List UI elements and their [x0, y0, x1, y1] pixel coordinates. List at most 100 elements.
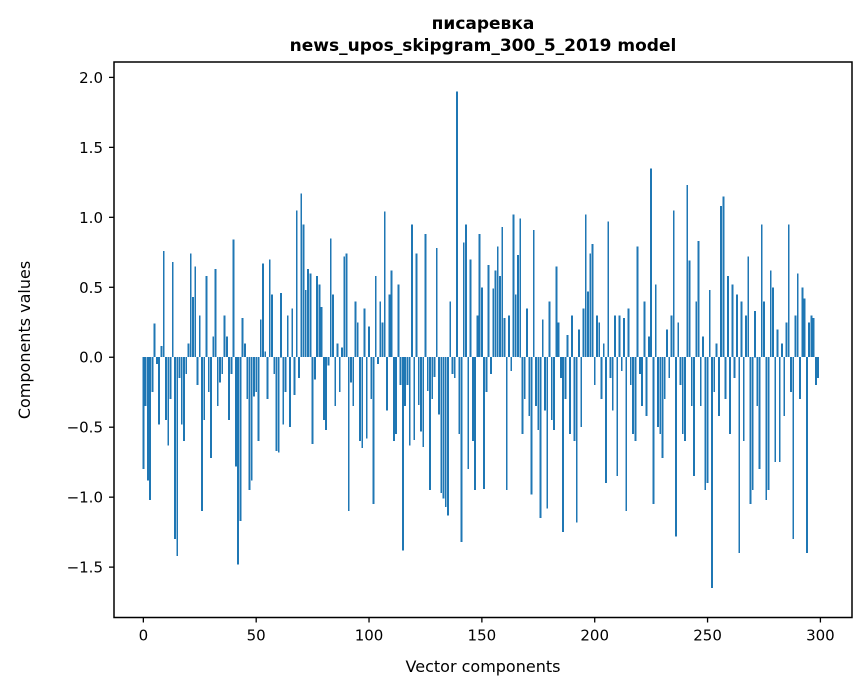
- bar-component-15: [176, 357, 179, 556]
- bar-component-100: [368, 326, 370, 358]
- bar-component-236: [675, 357, 677, 537]
- bar-component-2: [146, 357, 149, 481]
- bar-component-86: [336, 343, 339, 358]
- bar-component-239: [681, 357, 684, 435]
- bar-component-61: [280, 292, 282, 358]
- bar-component-43: [239, 357, 242, 521]
- bar-component-71: [302, 224, 305, 358]
- bar-component-257: [722, 196, 725, 358]
- bar-component-137: [451, 357, 454, 375]
- bar-component-283: [781, 343, 783, 358]
- bar-component-297: [812, 318, 815, 358]
- bar-component-45: [244, 343, 246, 358]
- bar-component-179: [546, 357, 549, 509]
- bar-component-251: [708, 290, 711, 358]
- bar-component-182: [553, 357, 555, 430]
- bar-component-12: [169, 357, 172, 400]
- bar-component-187: [564, 357, 567, 400]
- bar-component-294: [805, 357, 808, 554]
- bar-component-93: [352, 357, 355, 407]
- bar-component-32: [214, 269, 217, 358]
- bar-component-19: [185, 357, 188, 375]
- y-tick-label: −1.5: [67, 559, 103, 577]
- bar-component-119: [411, 224, 413, 358]
- bar-component-92: [350, 357, 352, 383]
- bar-component-1: [144, 357, 147, 407]
- bar-component-109: [388, 294, 391, 358]
- bar-component-203: [600, 357, 603, 400]
- bar-component-104: [377, 357, 379, 365]
- bar-component-56: [268, 259, 271, 358]
- bar-component-205: [605, 357, 607, 484]
- bar-component-31: [212, 336, 215, 358]
- bar-component-6: [155, 357, 158, 365]
- bar-component-25: [198, 315, 201, 358]
- bar-component-83: [329, 238, 332, 358]
- bar-component-260: [729, 357, 732, 435]
- bar-component-22: [192, 297, 194, 358]
- bar-component-288: [792, 357, 795, 540]
- bar-component-233: [668, 357, 671, 379]
- bar-component-120: [413, 357, 416, 440]
- bar-component-261: [731, 284, 734, 358]
- bar-component-90: [345, 253, 348, 358]
- bar-component-59: [275, 357, 278, 451]
- bar-component-67: [293, 357, 296, 396]
- bar-component-194: [580, 357, 583, 428]
- bar-component-210: [616, 357, 619, 477]
- bar-component-169: [523, 357, 526, 400]
- bar-component-167: [519, 218, 522, 358]
- bar-component-48: [250, 357, 253, 481]
- bar-component-26: [201, 357, 203, 512]
- bar-component-244: [693, 357, 695, 477]
- bar-component-60: [277, 357, 280, 453]
- bar-component-193: [578, 329, 580, 358]
- bar-component-166: [517, 255, 519, 358]
- bar-component-222: [643, 301, 646, 358]
- bar-component-10: [165, 357, 167, 421]
- bar-component-264: [738, 357, 741, 554]
- bar-component-39: [230, 357, 233, 375]
- bar-component-9: [162, 250, 165, 358]
- bar-component-262: [733, 357, 736, 379]
- bar-component-252: [711, 357, 713, 589]
- bar-component-54: [264, 351, 267, 358]
- bar-component-161: [505, 357, 508, 491]
- bar-component-87: [338, 357, 341, 393]
- bar-component-131: [438, 357, 440, 415]
- bar-component-201: [596, 315, 598, 358]
- bar-component-153: [487, 264, 490, 358]
- bar-component-184: [557, 322, 560, 358]
- bar-component-62: [282, 357, 285, 425]
- bar-component-220: [638, 357, 641, 375]
- bar-component-241: [686, 185, 689, 358]
- bar-component-138: [453, 357, 456, 379]
- bar-component-188: [566, 334, 569, 358]
- bar-component-185: [559, 357, 562, 379]
- bar-component-128: [431, 357, 434, 400]
- bar-component-265: [740, 301, 743, 358]
- bar-component-200: [593, 357, 596, 386]
- bar-component-152: [485, 357, 488, 393]
- bar-component-46: [246, 357, 249, 400]
- bar-component-287: [790, 357, 792, 393]
- ticks-group: 0 50 100 150 200 250 300 2.0 1.5 1.0 0.5 0.0 −0.5 −1.…: [67, 69, 835, 645]
- bar-component-132: [440, 357, 443, 493]
- bar-component-136: [449, 301, 452, 358]
- bar-component-293: [803, 298, 806, 358]
- bar-component-158: [499, 276, 501, 358]
- bar-component-280: [774, 357, 777, 463]
- bar-component-70: [300, 193, 303, 358]
- bar-component-37: [225, 336, 228, 358]
- bar-component-225: [650, 168, 653, 358]
- bar-component-250: [706, 357, 709, 484]
- bar-component-281: [776, 329, 779, 358]
- bar-component-81: [325, 357, 328, 430]
- x-tick-label: 300: [806, 627, 835, 645]
- x-tick-label: 0: [139, 627, 149, 645]
- bar-component-162: [508, 315, 510, 358]
- bar-component-145: [469, 259, 472, 358]
- bar-component-230: [661, 357, 664, 458]
- bar-component-211: [618, 315, 621, 358]
